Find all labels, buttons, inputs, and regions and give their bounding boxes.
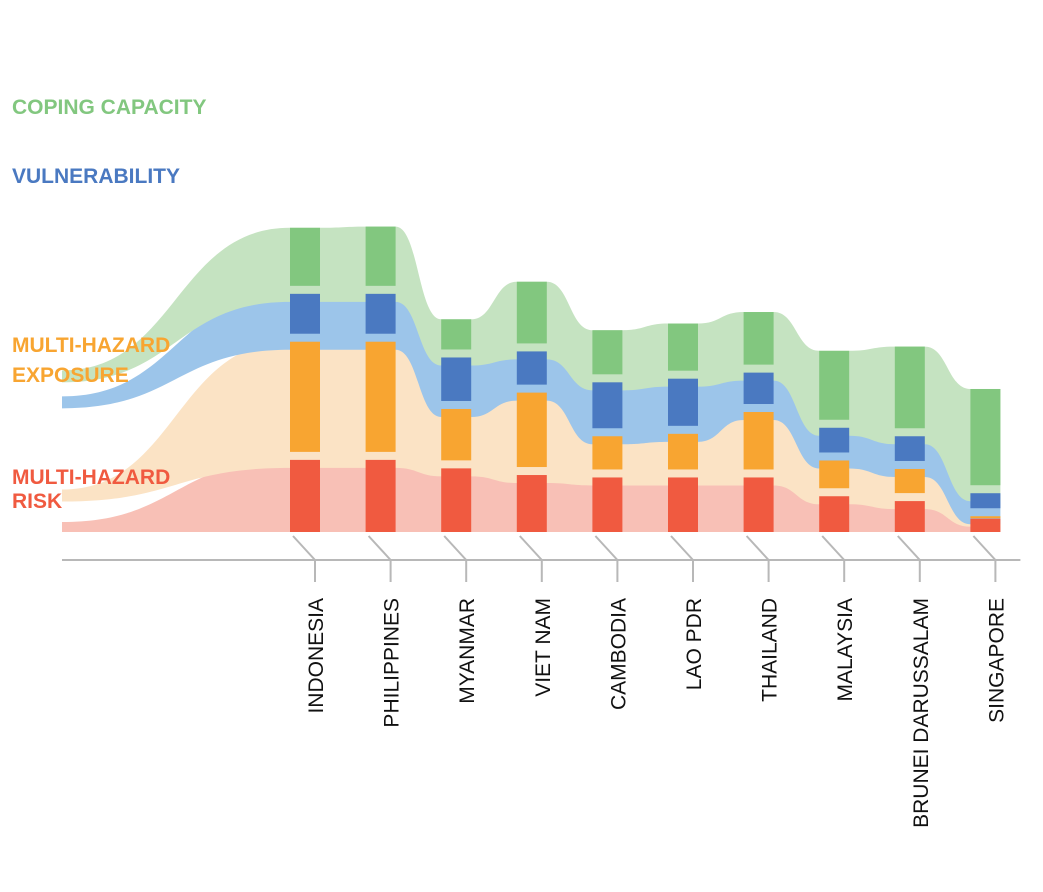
tick-label-8: MALAYSIA [834,598,857,701]
tick-8 [821,535,846,582]
bar-1-7 [743,477,774,532]
bar-4-2 [365,226,396,286]
bar-2-5 [592,436,623,470]
bar-4-6 [668,323,698,371]
bar-1-2 [365,459,396,532]
bar-2-10 [970,516,1001,519]
series-label-1-line-2: RISK [12,490,62,513]
bar-4-8 [819,350,850,420]
tick-label-7: THAILAND [759,598,782,702]
tick-label-1: INDONESIA [305,598,328,714]
country-bars [290,226,1001,532]
bar-3-2 [365,293,396,334]
tick-1 [292,535,316,582]
tick-label-4: VIET NAM [532,598,555,697]
bar-4-7 [743,312,774,365]
tick-3 [443,535,468,582]
bar-1-3 [441,468,472,532]
bar-1-8 [819,496,850,532]
bar-2-1 [290,341,320,452]
bar-2-2 [365,341,396,452]
bar-1-9 [894,501,925,532]
bar-3-1 [290,293,320,334]
series-label-1: MULTI-HAZARD [12,466,170,489]
bar-2-3 [441,408,472,461]
bar-4-4 [516,281,547,344]
bar-4-3 [441,319,472,350]
bar-1-1 [290,459,320,532]
bar-3-4 [516,351,547,385]
bar-4-9 [894,346,925,429]
bar-1-5 [592,477,623,532]
bar-2-4 [516,392,547,468]
tick-5 [594,535,619,582]
bar-3-6 [668,378,698,426]
bar-2-8 [819,460,850,489]
bar-2-7 [743,412,774,470]
tick-7 [745,535,770,582]
tick-6 [670,535,694,582]
bar-1-10 [970,518,1001,532]
x-axis: INDONESIA PHILIPPINES MYANMAR VIET NAM CAMBO… [62,535,1021,828]
bar-3-3 [441,357,472,401]
series-labels: MULTI-HAZARDRISKMULTI-HAZARDEXPOSUREVULN… [12,96,206,513]
tick-label-6: LAO PDR [683,598,706,690]
tick-label-9: BRUNEI DARUSSALAM [910,598,933,828]
bar-2-6 [668,433,698,470]
bar-3-9 [894,436,925,461]
series-label-4: COPING CAPACITY [12,96,206,119]
bar-4-1 [290,227,320,286]
series-label-3: VULNERABILITY [12,165,180,188]
bar-4-5 [592,330,623,375]
tick-2 [367,535,392,582]
bar-3-8 [819,427,850,453]
bar-1-6 [668,477,698,532]
tick-label-3: MYANMAR [456,598,479,704]
tick-label-2: PHILIPPINES [381,598,404,728]
tick-label-10: SINGAPORE [985,598,1008,723]
bar-3-7 [743,372,774,405]
series-label-2: MULTI-HAZARD [12,334,170,357]
tick-10 [972,535,997,582]
bar-3-5 [592,382,623,429]
bar-4-10 [970,388,1001,486]
bar-1-4 [516,475,547,532]
tick-4 [519,535,543,582]
bar-3-10 [970,493,1001,509]
series-label-2-line-2: EXPOSURE [12,364,129,387]
bar-2-9 [894,468,925,494]
tick-label-5: CAMBODIA [607,598,630,710]
tick-9 [897,535,921,582]
